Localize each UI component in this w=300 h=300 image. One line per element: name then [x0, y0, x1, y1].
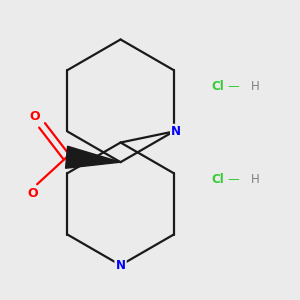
- Polygon shape: [66, 146, 121, 168]
- Text: N: N: [171, 125, 181, 138]
- Text: O: O: [27, 187, 38, 200]
- Text: —: —: [228, 173, 239, 186]
- Text: N: N: [116, 259, 126, 272]
- Text: H: H: [250, 173, 260, 186]
- Text: Cl: Cl: [211, 80, 224, 93]
- Text: —: —: [228, 80, 239, 93]
- Text: H: H: [250, 80, 260, 93]
- Text: O: O: [29, 110, 40, 123]
- Text: Cl: Cl: [211, 173, 224, 186]
